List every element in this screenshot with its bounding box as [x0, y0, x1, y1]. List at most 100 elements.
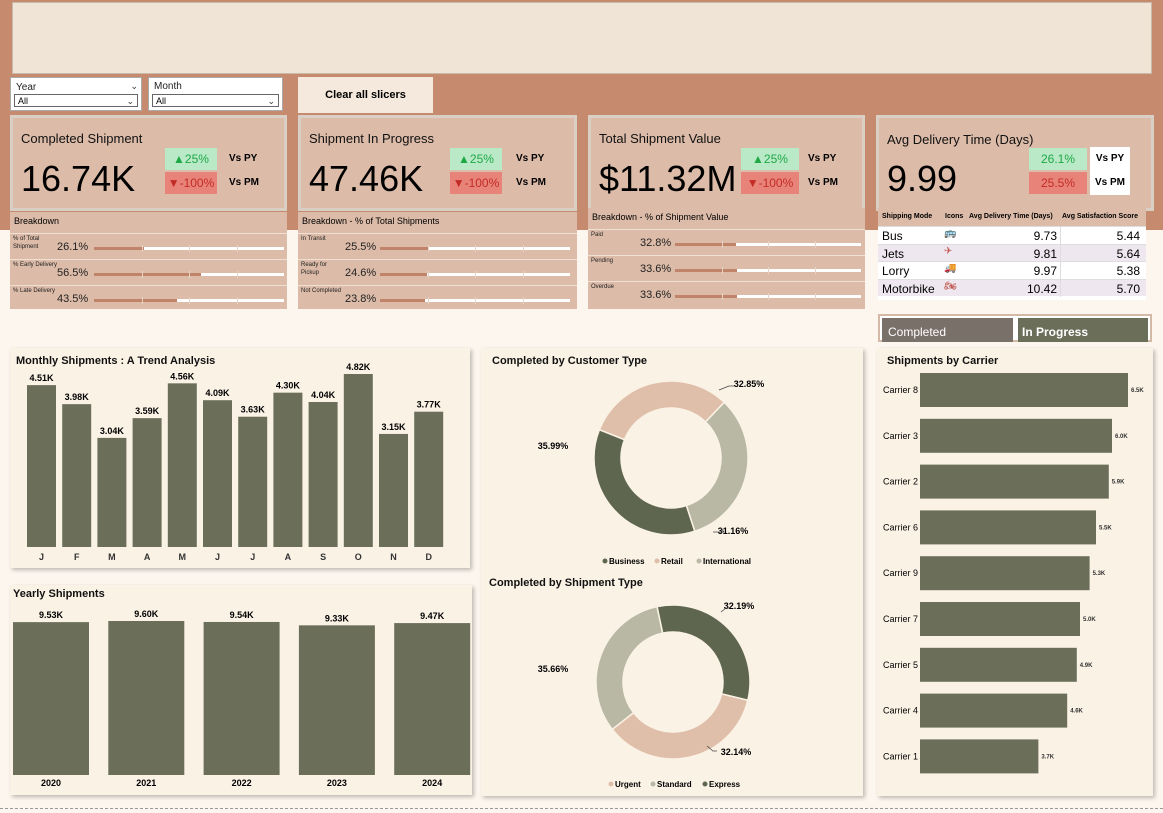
bar[interactable] [132, 418, 162, 547]
bar[interactable] [379, 433, 408, 547]
breakdown-bar-fill [675, 295, 738, 298]
donut-slice[interactable] [656, 604, 751, 702]
legend-label[interactable]: Express [709, 780, 741, 789]
breakdown-value: 25.5% [345, 241, 377, 253]
vs-py-label: Vs PY [1090, 147, 1130, 171]
tick-label: D [425, 552, 432, 562]
tick-label: J [39, 552, 44, 562]
bar[interactable] [343, 374, 373, 547]
page-divider [0, 808, 1163, 809]
data-label: 4.04K [311, 390, 336, 400]
tick [141, 245, 143, 252]
bar[interactable] [920, 647, 1077, 682]
bar[interactable] [298, 625, 375, 775]
bar[interactable] [27, 385, 56, 547]
bar[interactable] [920, 418, 1112, 453]
bar[interactable] [273, 392, 303, 547]
shipping-mode-table: Shipping Mode Icons Avg Delivery Time (D… [878, 208, 1146, 300]
data-label: 31.16% [718, 526, 749, 536]
chevron-down-icon[interactable]: ⌄ [130, 81, 138, 91]
breakdown-bar [675, 293, 861, 300]
bar[interactable] [308, 401, 338, 547]
tick-label: Carrier 6 [883, 522, 918, 532]
breakdown-label: % Early Delivery [13, 262, 58, 268]
breakdown-value: 32.8% [640, 237, 672, 249]
legend-label[interactable]: Business [609, 557, 645, 566]
table-row: Jets ✈ 9.81 5.64 [878, 243, 1146, 262]
table-row: Bus 🚌 9.73 5.44 [878, 226, 1146, 244]
tick-label: 2021 [136, 778, 156, 788]
month-value: All [156, 96, 167, 106]
bar[interactable] [108, 621, 185, 775]
bar[interactable] [203, 621, 280, 775]
tick-label: 2022 [232, 778, 252, 788]
tick-label: M [108, 552, 116, 562]
bar[interactable] [920, 510, 1096, 545]
data-label: 5.0K [1083, 617, 1096, 623]
carrier-chart: Carrier 8 6.5K Carrier 3 6.0K Carrier 2 5.9K C… [883, 373, 1144, 774]
breakdown-value: Breakdown - % of Shipment Value Paid 32.8… [588, 208, 865, 309]
breakdown-row: Overdue 33.6% [588, 281, 865, 305]
bar[interactable] [920, 373, 1128, 407]
bar[interactable] [13, 622, 89, 775]
kpi-shipment-in-progress: Shipment In Progress 47.46K ▲25% ▼-100% … [298, 115, 577, 211]
donut-slice[interactable] [598, 380, 726, 441]
legend-marker [696, 558, 702, 564]
bar[interactable] [97, 437, 127, 547]
chart-title: Shipments by Carrier [887, 355, 999, 367]
donut-slice[interactable] [595, 605, 664, 731]
bar[interactable] [238, 416, 268, 547]
bar[interactable] [920, 739, 1039, 774]
legend-label[interactable]: International [703, 557, 751, 566]
bar[interactable] [920, 464, 1109, 499]
toggle-in-progress[interactable]: In Progress [1018, 318, 1148, 342]
bar[interactable] [203, 400, 232, 547]
bar[interactable] [920, 602, 1080, 636]
data-label: 4.9K [1080, 663, 1093, 669]
cell-divider [1060, 262, 1061, 279]
year-select[interactable]: All ⌄ [14, 94, 138, 107]
data-label: 9.33K [325, 613, 350, 623]
bar[interactable] [394, 623, 471, 775]
bar[interactable] [167, 383, 197, 547]
data-label: 9.54K [230, 610, 255, 620]
data-label: 5.3K [1093, 571, 1106, 577]
bar[interactable] [920, 556, 1090, 591]
tick [721, 293, 723, 300]
month-select[interactable]: All ⌄ [152, 94, 279, 107]
data-label: 4.6K [1070, 709, 1083, 715]
vs-py-label: Vs PY [229, 153, 258, 164]
tick [236, 245, 238, 252]
status-toggle[interactable]: Completed In Progress [878, 314, 1152, 342]
data-label: 3.98K [65, 392, 90, 402]
avg-delivery-time: 10.42 [1026, 281, 1057, 296]
month-slicer[interactable]: Month All ⌄ [148, 77, 283, 111]
bar[interactable] [62, 404, 92, 547]
year-slicer[interactable]: Year ⌄ All ⌄ [10, 77, 142, 111]
bar[interactable] [414, 411, 444, 547]
donut-slice[interactable] [685, 401, 749, 533]
tick [189, 297, 190, 304]
data-label: 3.59K [135, 406, 160, 416]
breakdown-value: 26.1% [57, 241, 89, 253]
kpi-title: Total Shipment Value [599, 131, 721, 146]
tick [475, 245, 476, 252]
clear-slicers-button[interactable]: Clear all slicers [298, 77, 433, 113]
tick [814, 293, 816, 300]
legend-label[interactable]: Standard [657, 780, 692, 789]
legend-marker [602, 558, 608, 564]
vs-py-label: Vs PY [516, 153, 545, 164]
breakdown-label: Not Completed [301, 288, 342, 294]
tick-label: 2020 [41, 778, 61, 788]
donut-slice[interactable] [593, 428, 696, 536]
tick [141, 297, 143, 304]
data-label: 4.30K [276, 381, 301, 391]
legend-marker [702, 781, 708, 787]
vs-py-badge: ▲25% [165, 148, 217, 170]
legend-label[interactable]: Urgent [615, 780, 641, 789]
bar[interactable] [920, 693, 1068, 728]
tick [814, 267, 816, 274]
toggle-completed[interactable]: Completed [882, 318, 1013, 342]
legend-label[interactable]: Retail [661, 557, 683, 566]
avg-satisfaction-score: 5.64 [1116, 246, 1140, 261]
